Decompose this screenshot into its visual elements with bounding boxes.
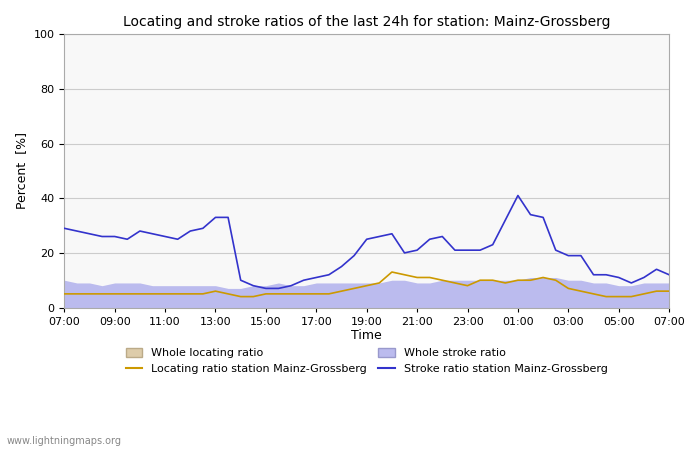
X-axis label: Time: Time — [351, 329, 382, 342]
Title: Locating and stroke ratios of the last 24h for station: Mainz-Grossberg: Locating and stroke ratios of the last 2… — [123, 15, 610, 29]
Legend: Whole locating ratio, Locating ratio station Mainz-Grossberg, Whole stroke ratio: Whole locating ratio, Locating ratio sta… — [121, 344, 612, 378]
Y-axis label: Percent  [%]: Percent [%] — [15, 132, 28, 209]
Text: www.lightningmaps.org: www.lightningmaps.org — [7, 436, 122, 446]
